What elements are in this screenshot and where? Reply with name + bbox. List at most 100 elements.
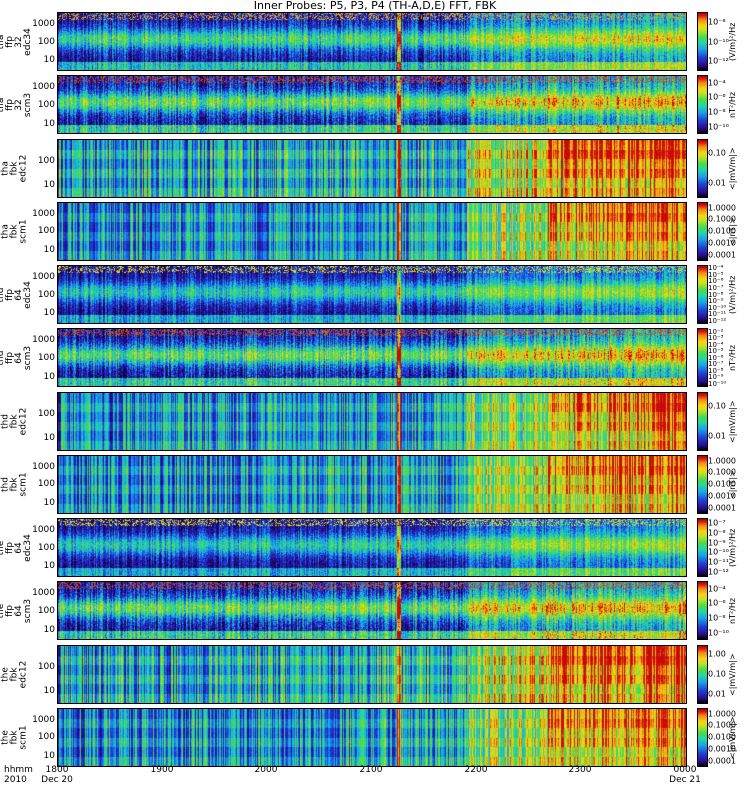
panel-ylabel: thd ffp 64 scm3	[0, 328, 33, 387]
colorbar-tick-label: 10⁻⁸	[708, 528, 726, 538]
colorbar-ticks: 10⁻⁴ 10⁻⁶ 10⁻⁸ 10⁻¹⁰	[708, 75, 729, 134]
panel-ylabel: thd fbk scm1	[0, 455, 28, 514]
colorbar-tick-label: 0.1000	[708, 467, 736, 477]
panel-ylabel: thd ffp 64 edc34	[0, 265, 33, 324]
colorbar	[697, 12, 708, 71]
colorbar-tick-label: 10⁻⁷	[708, 360, 724, 369]
colorbar-ticks: 10⁻⁴ 10⁻⁵ 10⁻⁶ 10⁻⁷ 10⁻⁸ 10⁻⁹ 10⁻¹⁰ 10⁻¹¹ 10⁻¹²	[708, 264, 728, 324]
panel-ylabel: tha ffp 32 edc34	[0, 12, 33, 71]
ytick-label: 10	[43, 432, 55, 443]
colorbar-tick-label: 0.0010	[708, 238, 736, 248]
colorbar-tick-label: 10⁻⁹	[708, 297, 724, 306]
spectrogram-plot	[57, 707, 687, 767]
panel-yticks: 100 10	[28, 645, 55, 704]
colorbar	[697, 75, 708, 135]
colorbar-unit: nT²/Hz	[728, 91, 737, 118]
ytick-label: 1000	[32, 18, 55, 29]
colorbar-tick-label: 10⁻²	[708, 327, 724, 336]
colorbar-ticks: 1.0000 0.1000 0.0100 0.0010 0.0001	[708, 708, 736, 767]
colorbar-ticks: 0.10 0.01	[708, 392, 728, 451]
spectrogram-canvas	[58, 329, 686, 387]
colorbar-unit: <|mV/m|>	[728, 715, 737, 759]
ytick-label: 10	[43, 624, 55, 635]
panel-yticks: 1000 100 10	[28, 202, 55, 261]
colorbar-tick-label: 0.0001	[708, 503, 736, 513]
spectrogram-canvas	[58, 202, 686, 260]
xtick-label: 1800	[45, 765, 69, 775]
colorbar-tick-label: 10⁻¹¹	[708, 310, 727, 319]
spectrogram-canvas	[58, 645, 686, 703]
colorbar-tick-label: 10⁻⁵	[708, 347, 724, 356]
spectrogram-plot	[57, 201, 687, 261]
colorbar-tick-label: 10⁻⁸	[708, 613, 726, 623]
colorbar	[697, 265, 708, 324]
panel-yticks: 100 10	[28, 139, 55, 198]
colorbar-tick-label: 0.0001	[708, 756, 736, 766]
ytick-label: 100	[37, 289, 55, 300]
spectrogram-canvas	[58, 455, 686, 513]
spectrogram-panel: the ffp 64 scm3 1000 100 10 10⁻⁴ 10⁻⁶ 10⁻⁸ 10⁻¹⁰ nT…	[0, 581, 750, 641]
spectrogram-panel: tha ffp 32 scm3 1000 100 10 10⁻⁴ 10⁻⁶ 10⁻⁸ 10⁻¹⁰ nT…	[0, 75, 750, 135]
colorbar-tick-label: 0.1000	[708, 720, 736, 730]
colorbar-tick-label: 10⁻⁴	[708, 340, 724, 349]
colorbar	[697, 581, 708, 641]
panel-yticks: 1000 100 10	[28, 12, 55, 71]
panel-ylabel: the fbk edc12	[1, 645, 29, 704]
panel-ylabel: tha fbk scm1	[0, 202, 28, 261]
panel-yticks: 1000 100 10	[28, 265, 55, 324]
colorbar-tick-label: 10⁻⁶	[708, 92, 726, 102]
spectrogram-plot	[57, 644, 687, 704]
colorbar-tick-label: 10⁻¹⁰	[708, 379, 727, 388]
colorbar	[697, 454, 708, 514]
colorbar-ticks: 10⁻² 10⁻³ 10⁻⁴ 10⁻⁵ 10⁻⁶ 10⁻⁷ 10⁻⁸ 10⁻⁹ 10⁻¹⁰	[708, 327, 728, 388]
colorbar-ticks: 1.00 0.10 0.01	[708, 645, 728, 704]
colorbar-tick-label: 0.1000	[708, 214, 736, 224]
colorbar-tick-label: 10⁻¹⁰	[708, 547, 729, 557]
xtick-date-label: Dec 21	[669, 775, 701, 785]
spectrogram-panel: thd ffp 64 scm3 1000 100 10 10⁻² 10⁻³ 10⁻⁴ 10⁻⁵ 10⁻…	[0, 327, 750, 388]
spectrogram-plot	[57, 12, 687, 71]
spectrogram-panel: the ffp 64 edc34 1000 100 10 10⁻⁷ 10⁻⁸ 10⁻⁹ 10⁻¹⁰ 1…	[0, 518, 750, 577]
ytick-label: 100	[37, 99, 55, 110]
panel-yticks: 1000 100 10	[28, 518, 55, 577]
panel-yticks: 1000 100 10	[28, 455, 55, 514]
spectrogram-plot	[57, 138, 687, 198]
spectrogram-plot	[57, 328, 687, 388]
panel-yticks: 1000 100 10	[28, 708, 55, 767]
colorbar-tick-label: 10⁻⁸	[708, 107, 726, 117]
ytick-label: 100	[37, 542, 55, 553]
time-axis: 1800 Dec 20 1900 2000 2100 2200 2300 0000 Dec 21…	[0, 765, 750, 800]
ytick-label: 1000	[32, 461, 55, 472]
colorbar-tick-label: 10⁻⁵	[708, 270, 724, 279]
ytick-label: 100	[37, 226, 55, 237]
ytick-label: 10	[43, 498, 55, 509]
colorbar-tick-label: 0.0010	[708, 744, 736, 754]
colorbar-ticks: 1.0000 0.1000 0.0100 0.0010 0.0001	[708, 202, 736, 261]
spectrogram-plot	[57, 75, 687, 135]
spectrogram-panel: tha ffp 32 edc34 1000 100 10 10⁻⁸ 10⁻¹⁰ 10⁻¹² (V/m…	[0, 12, 750, 71]
spectrogram-plot	[57, 391, 687, 451]
colorbar	[697, 644, 708, 704]
colorbar-tick-label: 10⁻⁹	[708, 538, 726, 548]
colorbar-tick-label: 0.0100	[708, 226, 736, 236]
xtick-label: 2000	[254, 765, 278, 775]
colorbar-tick-label: 10⁻³	[708, 334, 724, 343]
chart-title: Inner Probes: P5, P3, P4 (TH-A,D,E) FFT,…	[253, 0, 497, 12]
ytick-label: 10	[43, 118, 55, 129]
panel-yticks: 1000 100 10	[28, 75, 55, 134]
colorbar-tick-label: 0.01	[708, 689, 726, 699]
colorbar-ticks: 0.10 0.01	[708, 139, 728, 198]
spectrogram-plot	[57, 518, 687, 577]
ytick-label: 10	[43, 751, 55, 762]
colorbar	[697, 328, 708, 388]
ytick-label: 1000	[32, 82, 55, 93]
colorbar-tick-label: 10⁻¹⁰	[708, 37, 729, 46]
xtick-label: 2300	[568, 765, 592, 775]
xtick-label: 0000	[673, 765, 697, 775]
colorbar-tick-label: 10⁻¹⁰	[708, 122, 729, 132]
colorbar-tick-label: 10⁻¹¹	[708, 557, 729, 567]
ytick-label: 10	[43, 179, 55, 190]
colorbar-tick-label: 10⁻⁷	[708, 283, 724, 292]
colorbar-ticks: 10⁻⁸ 10⁻¹⁰ 10⁻¹²	[708, 12, 729, 71]
colorbar-tick-label: 10⁻⁹	[708, 373, 724, 382]
